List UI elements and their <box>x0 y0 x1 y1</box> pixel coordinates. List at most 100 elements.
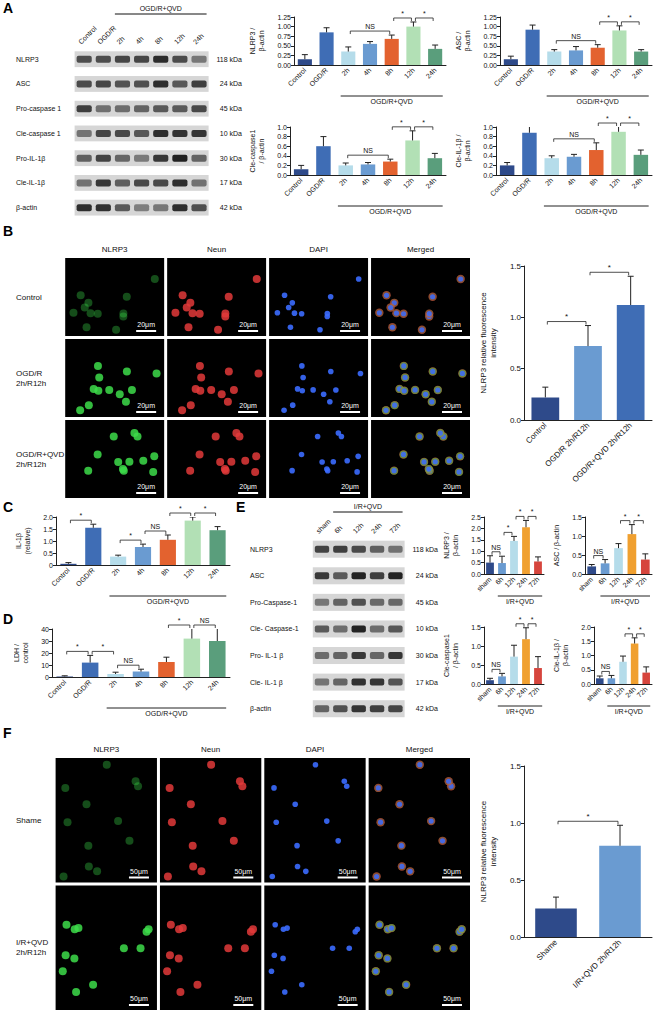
svg-text:2h/R12h: 2h/R12h <box>16 460 46 469</box>
svg-text:β-actin: β-actin <box>250 705 271 713</box>
svg-text:0.25: 0.25 <box>277 52 291 59</box>
svg-text:6h: 6h <box>597 575 608 586</box>
svg-text:NLRP3: NLRP3 <box>102 245 128 254</box>
svg-text:*: * <box>628 115 631 122</box>
svg-text:12h: 12h <box>403 66 416 79</box>
svg-text:12h: 12h <box>608 176 621 189</box>
svg-text:ASC: ASC <box>16 80 30 87</box>
svg-text:OGD/R+QVD: OGD/R+QVD <box>575 208 617 216</box>
svg-text:DAPI: DAPI <box>309 245 328 254</box>
svg-text:42 kDa: 42 kDa <box>416 705 438 712</box>
svg-text:Control: Control <box>283 176 304 197</box>
svg-text:0.4: 0.4 <box>277 152 287 159</box>
svg-text:Control: Control <box>524 421 549 446</box>
svg-text:4h: 4h <box>362 66 373 77</box>
svg-text:1.5: 1.5 <box>43 526 53 533</box>
svg-text:1.25: 1.25 <box>483 14 497 21</box>
svg-text:0.2: 0.2 <box>483 162 493 169</box>
svg-text:NLRP3 /: NLRP3 / <box>443 532 450 559</box>
svg-text:OGD/R: OGD/R <box>71 679 92 700</box>
svg-text:intensity: intensity <box>489 328 498 357</box>
svg-text:Cle- IL-1 β: Cle- IL-1 β <box>250 679 283 687</box>
svg-text:*: * <box>565 312 568 321</box>
svg-text:12h: 12h <box>503 685 516 698</box>
svg-text:50μm: 50μm <box>339 995 357 1003</box>
svg-text:1.0: 1.0 <box>471 643 481 650</box>
svg-text:0.50: 0.50 <box>483 42 497 49</box>
svg-text:4h: 4h <box>360 176 371 187</box>
svg-text:20μm: 20μm <box>443 402 461 410</box>
svg-text:LDH /: LDH / <box>14 644 20 662</box>
svg-text:30 kDa: 30 kDa <box>416 652 438 659</box>
svg-text:1.0: 1.0 <box>277 124 287 131</box>
svg-text:4h: 4h <box>566 176 577 187</box>
svg-text:8h: 8h <box>382 176 393 187</box>
svg-text:72h: 72h <box>527 685 540 698</box>
svg-text:0.0: 0.0 <box>510 416 522 425</box>
svg-text:NS: NS <box>363 147 373 154</box>
svg-text:0.5: 0.5 <box>572 552 582 559</box>
svg-text:I/R+QVD: I/R+QVD <box>615 708 643 716</box>
svg-text:2h: 2h <box>108 678 119 689</box>
svg-text:72h: 72h <box>527 575 540 588</box>
svg-text:Cle- Caspase-1: Cle- Caspase-1 <box>250 625 299 633</box>
svg-text:*: * <box>519 616 522 623</box>
svg-text:12h: 12h <box>609 66 622 79</box>
svg-text:NS: NS <box>200 617 210 624</box>
svg-text:I/R+QVD: I/R+QVD <box>506 708 534 716</box>
svg-text:1.0: 1.0 <box>510 819 522 828</box>
svg-text:*: * <box>608 263 611 272</box>
svg-text:0.5: 0.5 <box>581 666 591 673</box>
svg-text:0.75: 0.75 <box>483 33 497 40</box>
svg-text:0.0: 0.0 <box>483 172 493 179</box>
svg-text:NLRP3 relative fluorescence: NLRP3 relative fluorescence <box>479 292 488 394</box>
svg-text:24h: 24h <box>207 566 220 579</box>
svg-text:50μm: 50μm <box>234 995 252 1003</box>
svg-text:NS: NS <box>491 544 501 551</box>
svg-text:*: * <box>637 513 640 520</box>
svg-text:0.8: 0.8 <box>277 133 287 140</box>
svg-text:OGD/R: OGD/R <box>511 177 532 198</box>
svg-text:1.5: 1.5 <box>510 262 522 271</box>
svg-text:72h: 72h <box>635 575 648 588</box>
svg-text:OGD/R: OGD/R <box>305 177 326 198</box>
svg-text:2h/R12h: 2h/R12h <box>16 379 46 388</box>
svg-text:4h: 4h <box>134 35 145 46</box>
svg-text:*: * <box>629 14 632 21</box>
svg-text:NS: NS <box>569 131 579 138</box>
svg-text:20μm: 20μm <box>239 483 257 491</box>
svg-text:1.00: 1.00 <box>483 23 497 30</box>
svg-text:NS: NS <box>123 657 133 664</box>
svg-text:Control: Control <box>16 293 42 302</box>
svg-text:ASC / β-actin: ASC / β-actin <box>553 525 561 566</box>
svg-text:24h: 24h <box>192 32 205 45</box>
svg-text:24h: 24h <box>621 575 634 588</box>
svg-text:sham: sham <box>585 685 602 702</box>
svg-text:IL-1β: IL-1β <box>15 533 23 549</box>
svg-text:50μm: 50μm <box>130 995 148 1003</box>
svg-text:45 kDa: 45 kDa <box>220 105 242 112</box>
svg-text:*: * <box>531 616 534 623</box>
svg-text:1.0: 1.0 <box>581 652 591 659</box>
svg-text:I/R+QVD: I/R+QVD <box>354 503 382 511</box>
svg-text:OGD/R: OGD/R <box>96 24 117 45</box>
svg-text:0.0: 0.0 <box>581 681 591 688</box>
svg-text:72h: 72h <box>635 685 648 698</box>
svg-text:30: 30 <box>41 638 49 645</box>
svg-text:2h: 2h <box>546 66 557 77</box>
svg-text:I/R+QVD: I/R+QVD <box>16 938 48 947</box>
svg-text:0: 0 <box>45 674 49 681</box>
svg-text:control: control <box>22 642 29 663</box>
svg-text:17 kDa: 17 kDa <box>416 679 438 686</box>
svg-text:NS: NS <box>571 33 581 40</box>
svg-text:20μm: 20μm <box>137 402 155 410</box>
svg-text:2.5: 2.5 <box>471 514 481 521</box>
svg-text:(relative): (relative) <box>24 527 32 554</box>
svg-text:24h: 24h <box>424 176 437 189</box>
svg-text:OGD/R: OGD/R <box>514 67 535 88</box>
svg-text:1.0: 1.0 <box>483 124 493 131</box>
svg-text:Shame: Shame <box>535 937 560 962</box>
svg-text:20μm: 20μm <box>341 402 359 410</box>
svg-text:*: * <box>624 513 627 520</box>
svg-text:2h: 2h <box>338 176 349 187</box>
